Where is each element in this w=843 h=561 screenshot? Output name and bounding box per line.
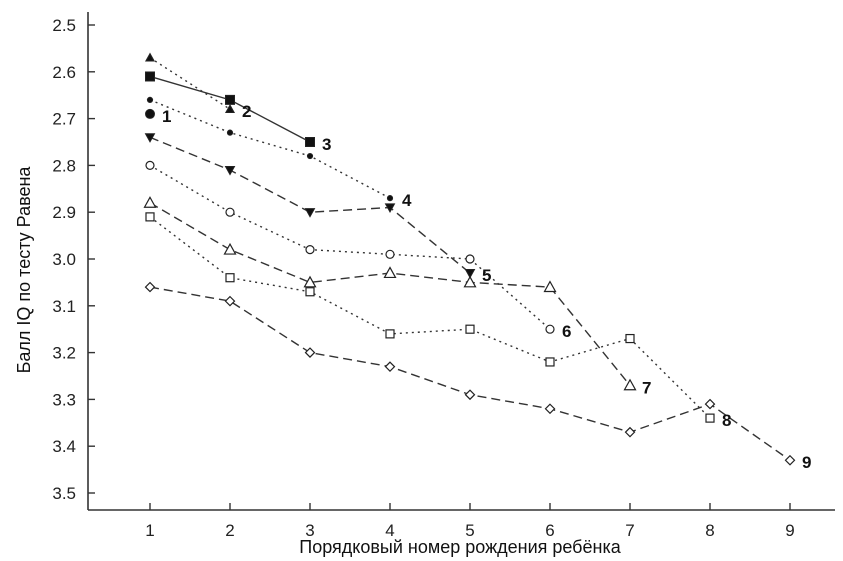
y-tick-label: 3.0 [52,250,76,269]
x-tick-label: 1 [145,521,154,540]
x-tick-label: 4 [385,521,394,540]
data-point [226,129,234,136]
x-tick-label: 5 [465,521,474,540]
data-point [304,347,316,358]
data-point [144,52,156,62]
series-label: 1 [162,107,171,126]
data-point [224,165,236,176]
data-point [224,104,236,114]
x-tick-label: 3 [305,521,314,540]
data-point [145,160,155,170]
data-point [225,273,235,283]
series-7 [143,196,637,391]
data-point [625,333,635,344]
series-label: 8 [722,411,731,430]
y-axis-title: Балл IQ по тесту Равена [14,166,34,374]
data-point [465,254,475,264]
data-point [464,268,476,279]
series-label: 5 [482,266,491,285]
series-line [149,286,791,461]
series-9 [144,281,796,466]
series-line [149,57,231,110]
series-label: 2 [242,102,251,121]
data-point [463,275,477,288]
series-line [149,164,551,330]
data-point [144,133,156,143]
data-point [225,94,235,105]
data-point [385,249,395,259]
y-tick-label: 3.1 [52,297,76,316]
y-tick-label: 3.2 [52,344,76,363]
series-label: 3 [322,135,331,154]
y-tick-label: 2.5 [52,16,76,35]
x-tick-label: 8 [705,521,714,540]
data-point [223,242,237,255]
data-point [784,454,796,466]
data-point [545,357,555,367]
data-point [545,324,555,334]
data-point [304,208,316,218]
data-point [705,413,715,423]
series-line [149,216,711,419]
series-label: 9 [802,453,811,472]
data-point [145,212,155,222]
x-tick-label: 9 [785,521,794,540]
data-point [464,389,476,401]
data-point [224,295,236,307]
series-3 [145,71,315,147]
x-tick-label: 7 [625,521,634,540]
series-1 [145,108,155,119]
data-point [145,71,155,82]
data-point [146,96,154,103]
y-tick-label: 3.4 [52,437,76,456]
series-6 [145,160,555,334]
axes: 2.5 2.6 2.7 2.8 2.9 3.0 3.1 3.2 3.3 3.4 3.5 1 2 3 4 5 6 7… [52,12,835,540]
x-tick-label: 6 [545,521,554,540]
y-tick-label: 2.7 [52,110,76,129]
series-5 [144,133,476,279]
y-tick-label: 2.9 [52,203,76,222]
data-point [144,281,156,293]
data-point [306,152,314,160]
y-tick-label: 3.5 [52,484,76,503]
x-axis-title: Порядковый номер рождения ребёнка [299,537,621,557]
data-point [383,266,397,279]
series-line [149,202,631,386]
series-label: 6 [562,322,571,341]
x-tick-label: 2 [225,521,234,540]
y-tick-label: 2.8 [52,156,76,175]
data-point [305,245,315,255]
data-point [385,329,395,339]
data-point [384,361,396,372]
series-line [149,99,391,199]
series-8 [145,212,715,423]
data-point [465,324,475,334]
series-layer [143,52,796,466]
data-point [305,137,315,147]
data-point [384,203,396,214]
series-label: 7 [642,378,651,397]
data-point [145,108,155,119]
data-point [305,287,315,297]
series-labels: 1 2 3 4 5 6 7 8 9 [162,102,811,472]
data-point [303,275,317,288]
series-4 [146,96,394,202]
series-2 [144,52,236,114]
data-point [543,280,557,293]
y-tick-label: 3.3 [52,390,76,409]
data-point [386,195,394,202]
y-tick-label: 2.6 [52,63,76,82]
series-label: 4 [402,191,412,210]
data-point [225,207,235,217]
data-point [143,196,157,208]
data-point [623,378,637,391]
data-point [624,426,636,438]
data-point [704,398,716,410]
data-point [544,403,556,415]
